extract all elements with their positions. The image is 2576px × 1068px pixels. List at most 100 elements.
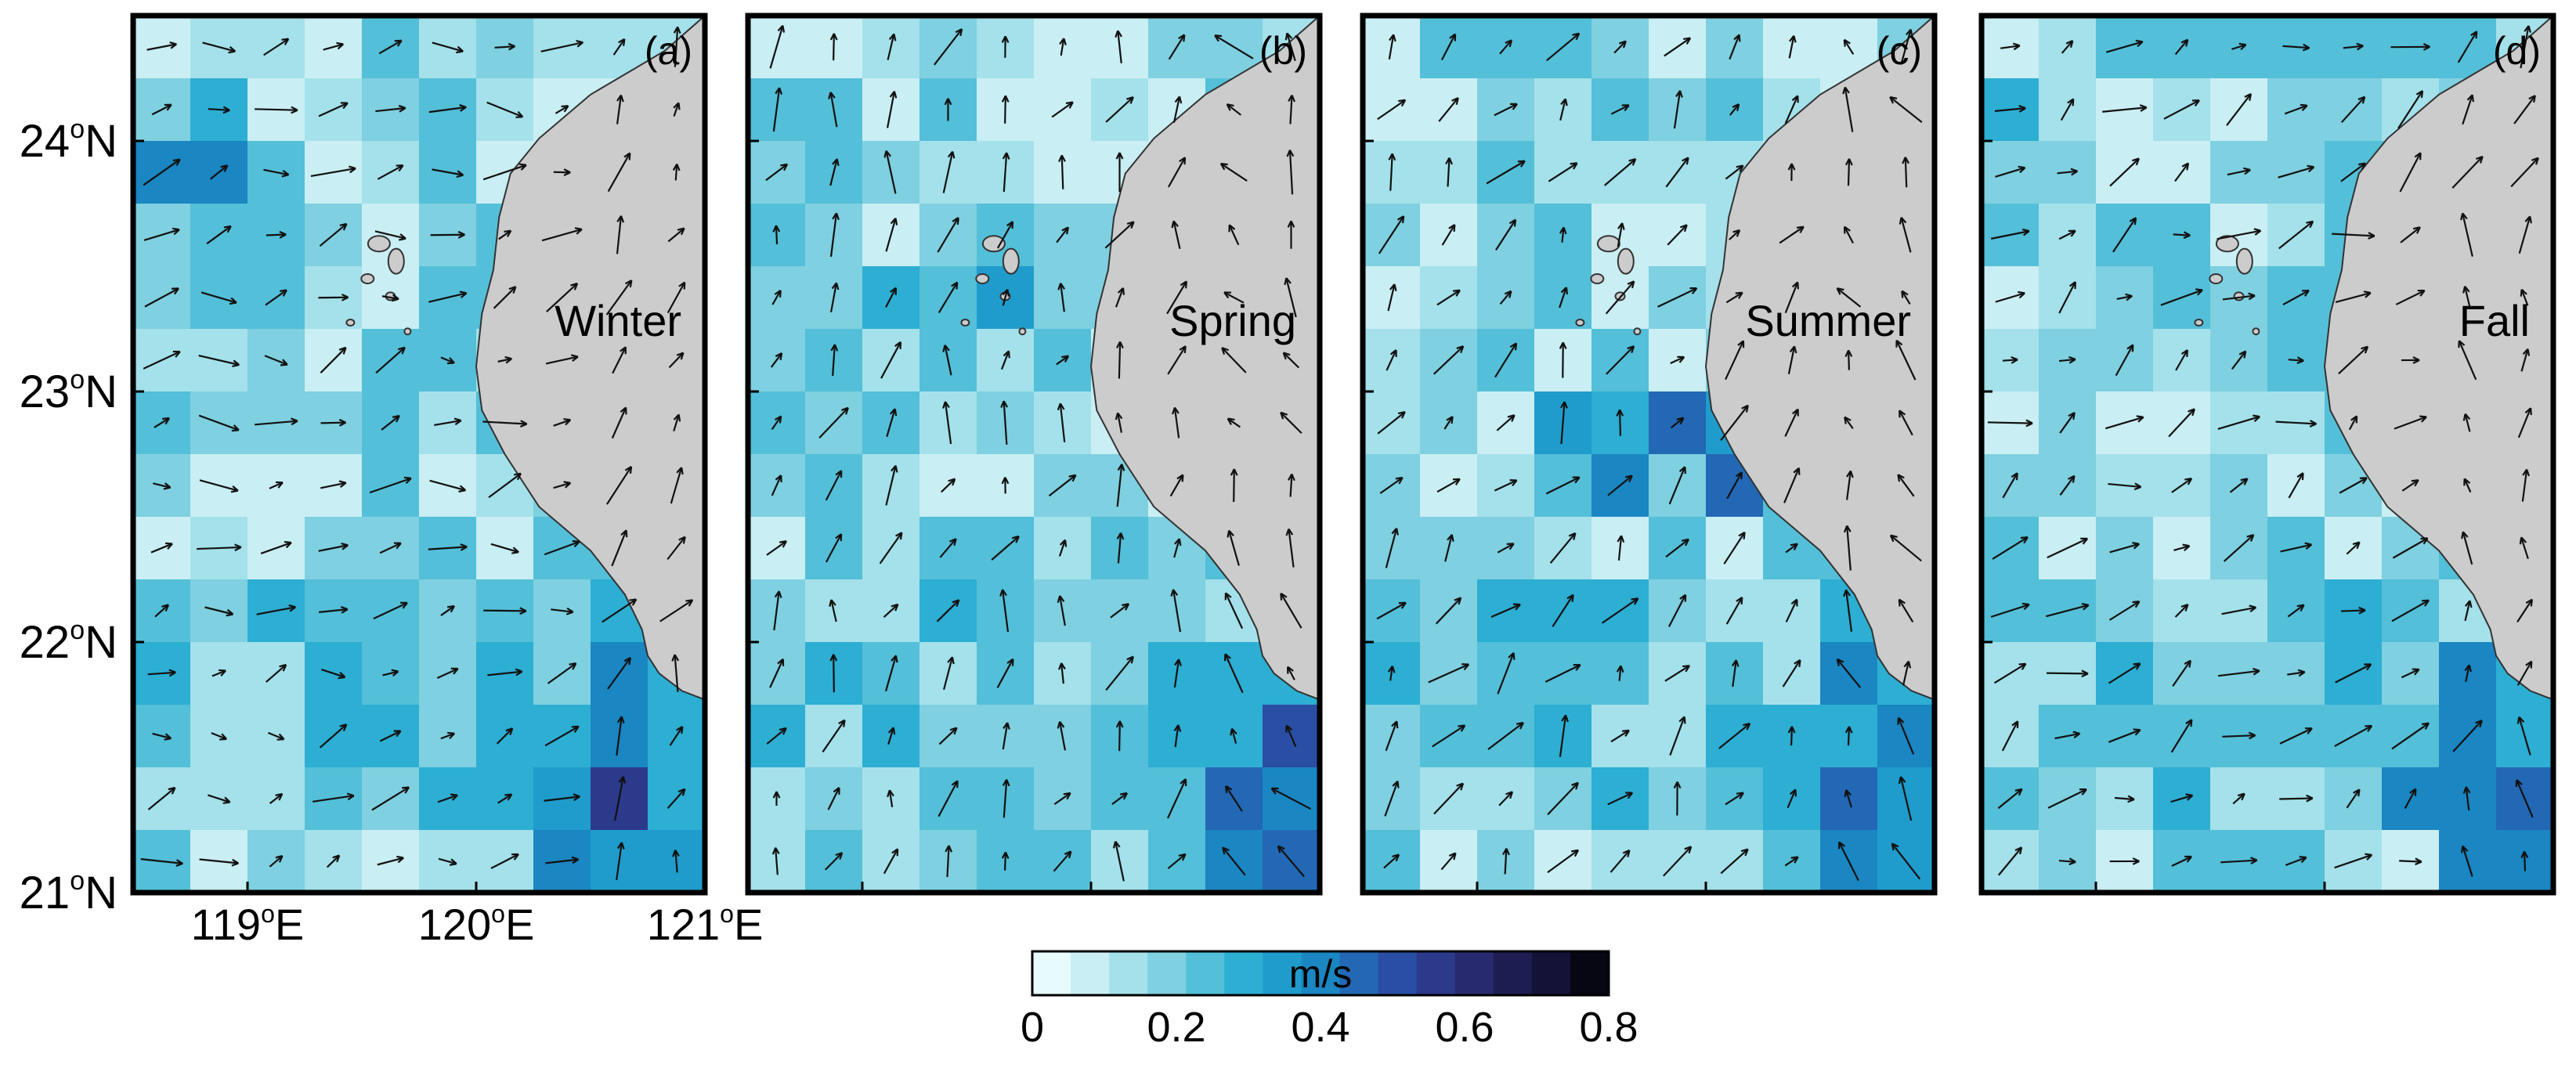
current-arrow xyxy=(832,344,836,377)
colorbar-unit: m/s xyxy=(1289,952,1353,996)
current-arrow xyxy=(1438,97,1459,122)
current-arrow xyxy=(1002,289,1009,306)
current-arrow xyxy=(256,606,296,615)
current-arrow xyxy=(616,215,623,254)
current-arrow xyxy=(1499,290,1512,305)
current-arrow xyxy=(2339,477,2368,494)
current-arrow xyxy=(2463,478,2472,493)
current-arrow xyxy=(1995,167,2025,178)
current-arrow xyxy=(769,658,784,688)
current-arrow xyxy=(2457,31,2478,63)
current-arrow xyxy=(2060,98,2075,121)
current-arrow xyxy=(1498,791,1513,806)
current-arrow xyxy=(265,289,287,306)
current-arrow xyxy=(1117,532,1122,564)
season-label: Spring xyxy=(1169,296,1296,345)
current-arrow xyxy=(263,168,289,176)
current-arrow xyxy=(770,352,783,368)
current-arrow xyxy=(1003,779,1008,818)
current-arrow xyxy=(151,103,172,116)
current-arrow xyxy=(1784,856,1799,867)
current-arrow xyxy=(1552,594,1574,627)
current-arrow xyxy=(2397,90,2423,129)
current-arrow xyxy=(2518,716,2531,756)
current-vectors xyxy=(1376,28,1923,882)
panel-letter: (a) xyxy=(645,29,692,73)
current-arrow xyxy=(1447,157,1451,187)
current-arrow xyxy=(1838,841,1859,882)
current-arrow xyxy=(1561,227,1565,243)
current-arrow xyxy=(1669,716,1685,756)
colorbar-swatch xyxy=(1454,951,1494,995)
current-arrow xyxy=(1844,87,1854,132)
current-arrow xyxy=(2517,407,2532,438)
current-arrow xyxy=(541,228,583,242)
current-arrow xyxy=(2279,727,2313,745)
current-arrow xyxy=(143,158,181,186)
current-arrow xyxy=(1117,413,1122,433)
penghu-islands xyxy=(345,235,412,336)
current-arrow xyxy=(1003,152,1008,193)
current-arrow xyxy=(319,608,348,613)
current-arrow xyxy=(1601,597,1639,624)
current-arrow xyxy=(829,158,838,186)
current-arrow xyxy=(544,540,580,556)
penghu-islands xyxy=(960,235,1027,336)
current-arrow xyxy=(883,848,899,875)
current-arrow xyxy=(2278,166,2314,179)
current-arrow xyxy=(1000,350,1010,370)
current-arrow xyxy=(2287,604,2305,618)
current-arrow xyxy=(483,609,526,612)
current-arrow xyxy=(544,796,580,802)
current-arrow xyxy=(323,43,344,51)
current-arrow xyxy=(2218,669,2260,677)
current-arrow xyxy=(2059,475,2076,496)
current-arrow xyxy=(263,38,289,56)
current-arrow xyxy=(775,847,779,875)
current-arrow xyxy=(1897,717,1915,755)
taiwan-land xyxy=(1704,13,1935,702)
current-arrow xyxy=(616,716,623,756)
current-arrow xyxy=(673,102,680,117)
current-arrow xyxy=(1440,33,1457,61)
current-arrow xyxy=(1610,850,1631,873)
current-arrow xyxy=(2340,96,2366,124)
colorbar-swatch xyxy=(1493,951,1533,995)
current-arrow xyxy=(555,105,569,114)
current-arrow xyxy=(1610,729,1630,743)
current-arrow xyxy=(1783,467,1800,503)
panel-letter: (c) xyxy=(1877,29,1922,73)
current-arrow xyxy=(2114,796,2135,801)
current-arrow xyxy=(1993,662,2027,684)
colorbar-swatch xyxy=(1301,951,1341,995)
current-arrow xyxy=(553,482,571,489)
current-arrow xyxy=(1725,597,1743,625)
current-arrow xyxy=(2047,537,2088,559)
current-arrow xyxy=(545,355,579,365)
current-arrow xyxy=(211,732,227,740)
current-arrow xyxy=(1667,594,1687,627)
current-arrow xyxy=(674,850,678,873)
current-arrow xyxy=(2285,856,2307,867)
current-arrow xyxy=(1787,346,1796,374)
current-arrow xyxy=(2335,291,2372,304)
current-vectors xyxy=(140,26,694,881)
current-arrow xyxy=(2217,229,2261,240)
current-arrow xyxy=(1051,101,1074,118)
current-arrow xyxy=(2229,478,2249,493)
current-arrow xyxy=(885,150,897,194)
current-arrow xyxy=(1280,411,1302,435)
current-arrow xyxy=(2222,734,2256,738)
current-arrow xyxy=(1603,158,1637,186)
current-arrow xyxy=(1836,658,1862,688)
current-arrow xyxy=(486,101,523,118)
current-arrow xyxy=(197,546,241,550)
current-arrow xyxy=(674,164,678,181)
current-arrow xyxy=(1058,539,1067,557)
current-arrow xyxy=(381,415,400,431)
current-arrow xyxy=(2392,537,2429,559)
current-arrow xyxy=(1729,229,1740,240)
current-arrow xyxy=(1664,37,1691,57)
current-arrow xyxy=(2401,479,2419,492)
current-arrow xyxy=(879,532,903,565)
